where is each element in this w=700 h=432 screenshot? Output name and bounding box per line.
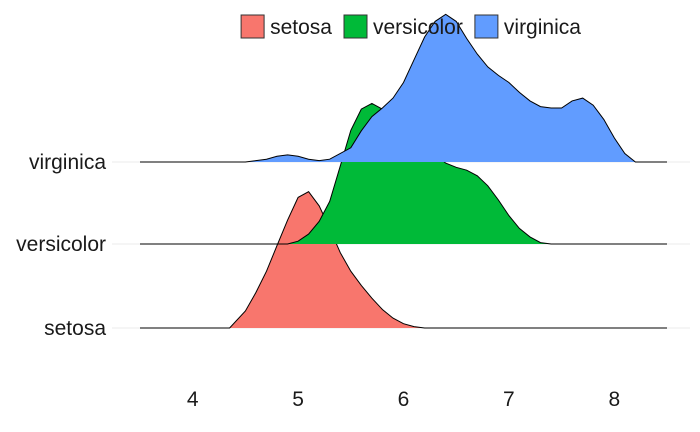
legend-item-setosa: setosa [240, 14, 332, 39]
x-tick-label-7: 7 [503, 388, 515, 411]
ridge-area-setosa [229, 191, 425, 328]
ridges [140, 13, 667, 329]
x-tick-label-8: 8 [608, 388, 620, 411]
legend-key-setosa [240, 14, 265, 39]
legend-key-virginica [474, 14, 499, 39]
x-tick-label-5: 5 [292, 388, 304, 411]
legend: setosa versicolor virginica [240, 14, 581, 39]
legend-label-setosa: setosa [270, 16, 332, 39]
legend-key-versicolor [343, 14, 368, 39]
legend-item-virginica: virginica [474, 14, 581, 39]
ridge-outline-virginica [140, 13, 667, 163]
x-tick-label-4: 4 [187, 388, 199, 411]
legend-item-versicolor: versicolor [343, 14, 463, 39]
legend-label-virginica: virginica [504, 16, 581, 39]
x-tick-label-6: 6 [398, 388, 410, 411]
y-tick-label-versicolor: versicolor [16, 233, 106, 256]
x-tick-labels: 4 5 6 7 8 [187, 388, 620, 411]
y-tick-label-setosa: setosa [44, 317, 106, 340]
legend-label-versicolor: versicolor [373, 16, 463, 39]
y-tick-labels: setosa versicolor virginica [16, 151, 106, 340]
ridge-virginica [140, 13, 667, 163]
ridge-area-virginica [245, 14, 636, 162]
y-tick-label-virginica: virginica [29, 151, 106, 174]
ridge-area-versicolor [287, 103, 552, 245]
